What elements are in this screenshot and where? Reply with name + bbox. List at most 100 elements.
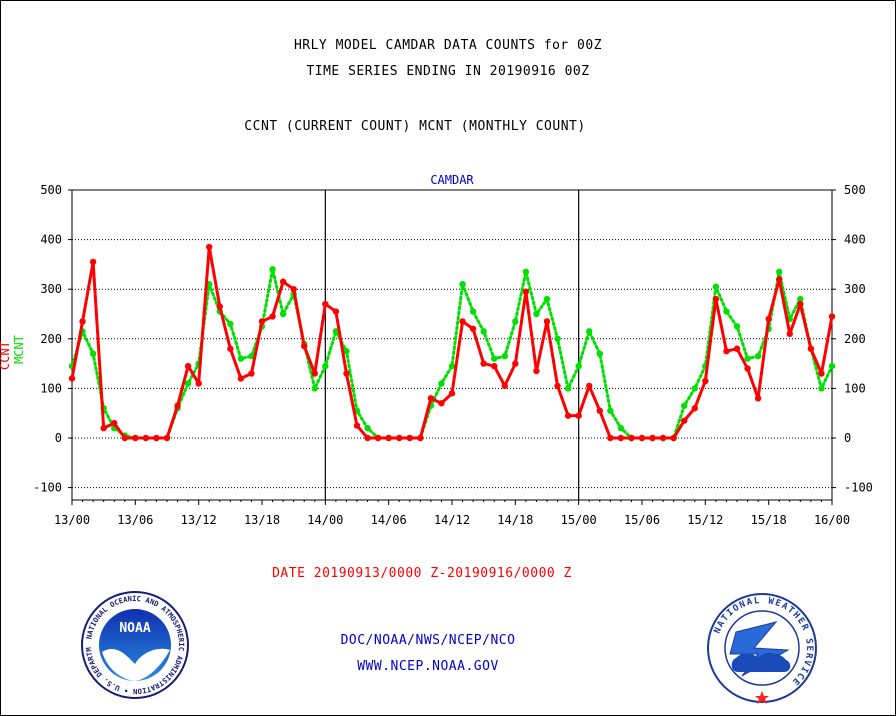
data-point-mcnt [712,283,720,290]
org-label: DOC/NOAA/NWS/NCEP/NCO [340,633,516,648]
series-line-mcnt [70,267,834,440]
data-point-mcnt [491,355,498,362]
data-point-ccnt [522,288,530,295]
data-point-mcnt [311,385,318,392]
date-range-label: DATE 20190913/0000 Z-20190916/0000 Z [272,566,572,581]
data-point-ccnt [469,325,477,333]
data-point-mcnt [564,385,572,392]
data-point-ccnt [153,434,160,442]
data-point-ccnt [227,345,234,352]
data-point-ccnt [364,434,371,442]
y-tick-label-left: 400 [40,233,62,247]
data-point-mcnt [828,362,836,370]
data-point-ccnt [586,382,593,390]
data-point-mcnt [322,362,329,370]
data-point-mcnt [818,385,825,392]
data-point-mcnt [480,328,487,335]
data-point-mcnt [248,352,255,360]
data-point-ccnt [111,419,118,427]
data-point-mcnt [184,380,192,387]
data-point-ccnt [607,434,614,442]
data-point-mcnt [269,266,276,273]
data-point-ccnt [100,424,107,432]
data-point-ccnt [828,313,836,320]
x-tick-label: 13/12 [181,513,217,527]
data-point-ccnt [174,402,181,409]
data-point-ccnt [279,278,287,285]
x-tick-label: 13/18 [244,513,280,527]
y-tick-label-right: 500 [844,183,866,197]
data-point-ccnt [712,295,720,303]
x-tick-label: 14/06 [371,513,407,527]
data-point-ccnt [564,412,572,419]
data-point-mcnt [754,352,762,360]
x-tick-label: 14/18 [497,513,533,527]
chart-panel-title: CAMDAR [430,173,474,187]
data-point-ccnt [807,345,815,352]
data-point-ccnt [543,318,551,325]
data-point-ccnt [776,276,783,283]
data-point-ccnt [163,434,171,442]
x-tick-label: 15/00 [561,513,597,527]
y-tick-label-right: -100 [844,481,873,495]
x-tick-label: 15/06 [624,513,660,527]
data-point-ccnt [786,330,793,338]
url-link[interactable]: WWW.NCEP.NOAA.GOV [357,659,499,674]
x-tick-label: 15/18 [751,513,787,527]
data-point-ccnt [596,407,603,414]
y-tick-label-right: 100 [844,381,866,395]
x-tick-label: 14/12 [434,513,470,527]
y-tick-label-right: 300 [844,282,866,296]
data-point-ccnt [301,343,308,350]
data-point-mcnt [723,308,730,315]
data-point-mcnt [776,268,783,276]
data-point-ccnt [184,362,192,370]
data-point-mcnt [448,362,456,370]
data-point-ccnt [575,412,582,419]
y-axis-label-group: CCNT MCNT [0,310,26,370]
y-tick-label-right: 400 [844,233,866,247]
data-point-ccnt [195,380,202,387]
data-point-mcnt [586,328,593,335]
series-line-ccnt [70,245,834,440]
data-point-ccnt [533,367,540,375]
data-point-mcnt [797,295,804,303]
data-point-ccnt [269,313,276,320]
data-point-ccnt [744,365,751,372]
x-tick-label: 13/00 [54,513,90,527]
x-tick-label: 13/06 [117,513,153,527]
camdar-chart: CAMDAR -100 -100 0 0 100 100 200 200 300 300 400 400… [33,173,873,527]
data-point-mcnt [469,308,477,315]
data-point-mcnt [543,295,551,303]
data-point-ccnt [248,370,255,377]
y-tick-label-right: 200 [844,332,866,346]
data-point-mcnt [607,407,614,414]
y-tick-label-left: 200 [40,332,62,346]
data-point-ccnt [121,434,128,442]
data-point-ccnt [723,348,730,355]
x-tick-label: 14/00 [307,513,343,527]
data-point-mcnt [237,355,245,362]
data-point-ccnt [216,303,223,310]
data-point-mcnt [617,424,625,432]
data-point-ccnt [332,308,340,315]
data-point-mcnt [89,350,97,357]
data-point-ccnt [818,370,825,377]
data-point-ccnt [142,434,150,442]
data-point-mcnt [501,352,508,360]
data-point-ccnt [237,375,245,382]
data-point-ccnt [311,370,318,377]
data-point-ccnt [417,434,424,442]
data-point-ccnt [406,434,413,442]
data-point-ccnt [733,345,741,352]
data-point-mcnt [279,310,287,318]
data-point-ccnt [396,434,403,442]
data-point-ccnt [501,382,508,390]
data-point-ccnt [638,434,646,442]
data-point-mcnt [596,350,603,357]
noaa-logo-text: NOAA [119,621,150,636]
data-point-ccnt [427,395,435,402]
x-tick-label: 16/00 [814,513,850,527]
chart-subtitle: CCNT (CURRENT COUNT) MCNT (MONTHLY COUNT… [244,119,586,134]
data-point-ccnt [459,318,466,325]
